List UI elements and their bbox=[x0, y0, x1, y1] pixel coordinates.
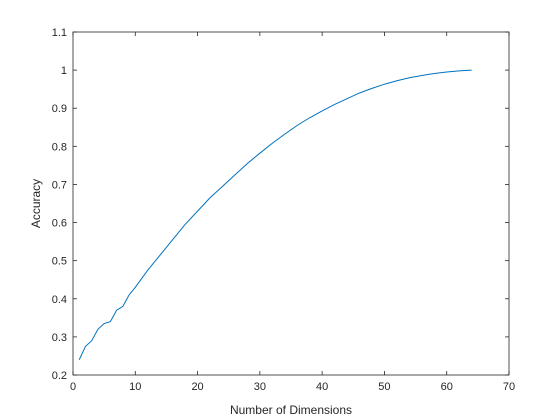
y-tick-label: 0.8 bbox=[52, 141, 67, 153]
x-axis-label: Number of Dimensions bbox=[230, 403, 352, 417]
x-tick-label: 60 bbox=[441, 381, 453, 393]
y-tick-label: 0.2 bbox=[52, 370, 67, 382]
series-layer bbox=[78, 69, 472, 360]
x-tick-label: 30 bbox=[254, 381, 266, 393]
y-axis-label: Accuracy bbox=[29, 179, 43, 228]
x-tick-label: 40 bbox=[316, 381, 328, 393]
y-tick-label: 0.6 bbox=[52, 218, 67, 230]
y-tick-label: 0.5 bbox=[52, 256, 67, 268]
y-tick-label: 0.7 bbox=[52, 179, 67, 191]
series-line bbox=[78, 69, 472, 360]
x-tick-label: 10 bbox=[129, 381, 141, 393]
x-axis-ticks: 0 10 20 30 40 50 60 70 bbox=[70, 32, 515, 393]
y-tick-label: 0.3 bbox=[52, 332, 67, 344]
plot-area-box bbox=[72, 31, 510, 376]
x-tick-label: 0 bbox=[70, 381, 76, 393]
x-tick-label: 20 bbox=[191, 381, 203, 393]
x-tick-label: 70 bbox=[503, 381, 515, 393]
y-tick-label: 1 bbox=[61, 65, 67, 77]
y-tick-label: 1.1 bbox=[52, 27, 67, 39]
y-tick-label: 0.9 bbox=[52, 103, 67, 115]
x-tick-label: 50 bbox=[378, 381, 390, 393]
y-axis-ticks: 0.2 0.3 0.4 0.5 0.6 0.7 0.8 0.9 1 1.1 bbox=[52, 27, 509, 382]
y-tick-label: 0.4 bbox=[52, 294, 67, 306]
